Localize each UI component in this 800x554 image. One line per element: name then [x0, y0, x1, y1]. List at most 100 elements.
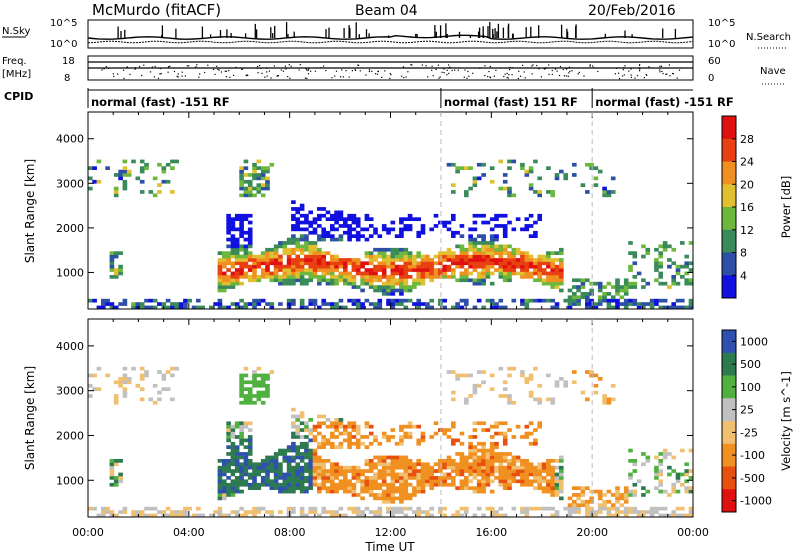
velocity-cell	[291, 476, 296, 480]
power-cell	[684, 271, 690, 276]
velocity-cell	[451, 421, 456, 426]
velocity-cell	[243, 472, 249, 477]
velocity-cell	[481, 482, 486, 487]
velocity-cell	[364, 486, 370, 491]
velocity-cell	[546, 462, 551, 467]
power-cell	[377, 275, 383, 279]
velocity-cell	[256, 383, 262, 388]
power-cell	[265, 271, 270, 276]
velocity-cell	[464, 459, 469, 463]
velocity-cell	[139, 377, 145, 381]
velocity-cell	[559, 489, 564, 494]
velocity-cell	[481, 465, 486, 470]
power-cell	[593, 302, 599, 306]
power-cell	[623, 302, 629, 306]
power-cell	[498, 186, 504, 191]
power-cell	[476, 264, 482, 269]
velocity-cell	[265, 377, 270, 381]
velocity-cell	[338, 513, 344, 518]
colorbar-tick-label: 4	[740, 269, 747, 282]
velocity-cell	[429, 469, 435, 473]
velocity-cell	[606, 397, 612, 402]
velocity-cell	[278, 482, 283, 487]
velocity-cell	[459, 469, 465, 473]
velocity-cell	[502, 486, 508, 491]
power-cell	[170, 190, 175, 194]
velocity-cell	[494, 513, 499, 518]
power-cell	[455, 230, 460, 235]
power-cell	[533, 258, 538, 262]
velocity-cell	[438, 428, 443, 432]
velocity-cell	[226, 431, 231, 436]
velocity-cell	[425, 513, 430, 518]
velocity-cell	[597, 489, 603, 494]
power-cell	[572, 162, 577, 167]
velocity-cell	[442, 431, 448, 436]
power-cell	[317, 268, 322, 272]
power-cell	[347, 298, 352, 303]
velocity-cell	[489, 455, 495, 460]
velocity-cell	[615, 510, 620, 514]
velocity-cell	[597, 493, 603, 497]
power-cell	[88, 166, 93, 170]
power-cell	[247, 190, 253, 194]
power-cell	[472, 237, 478, 242]
power-cell	[554, 271, 560, 276]
velocity-cell	[546, 373, 551, 378]
power-cell	[226, 254, 231, 259]
nave-dot	[624, 65, 626, 67]
power-cell	[338, 258, 344, 262]
power-cell	[317, 224, 322, 228]
power-cell	[256, 298, 262, 303]
velocity-cell	[355, 465, 361, 470]
velocity-cell	[602, 397, 607, 402]
velocity-cell	[321, 472, 327, 477]
power-cell	[528, 183, 534, 187]
velocity-cell	[524, 482, 530, 487]
power-cell	[455, 264, 460, 269]
power-cell	[528, 169, 534, 174]
nave-dot	[270, 77, 272, 79]
velocity-cell	[347, 441, 352, 446]
power-cell	[260, 275, 266, 279]
velocity-cell	[334, 469, 339, 473]
power-cell	[602, 190, 607, 194]
velocity-cell	[433, 476, 439, 480]
velocity-cell	[178, 510, 184, 514]
velocity-cell	[373, 435, 378, 439]
power-cell	[485, 271, 491, 276]
power-cell	[364, 298, 370, 303]
power-cell	[265, 169, 270, 174]
velocity-cell	[122, 506, 128, 511]
velocity-cell	[222, 489, 227, 494]
power-cell	[351, 213, 357, 218]
velocity-cell	[524, 377, 530, 381]
velocity-cell	[299, 513, 305, 518]
nave-dot	[589, 65, 591, 67]
power-cell	[485, 244, 491, 249]
nave-dot	[112, 73, 114, 75]
power-cell	[546, 251, 551, 255]
power-cell	[278, 281, 283, 286]
power-cell	[139, 159, 145, 164]
velocity-cell	[628, 448, 633, 453]
velocity-cell	[511, 465, 517, 470]
velocity-cell	[355, 424, 361, 429]
nave-dot	[355, 69, 357, 71]
power-cell	[308, 258, 314, 262]
velocity-cell	[330, 424, 335, 429]
velocity-cell	[632, 462, 638, 467]
nave-dot	[357, 64, 359, 66]
velocity-cell	[299, 455, 305, 460]
power-cell	[373, 285, 378, 289]
velocity-cell	[416, 462, 422, 467]
velocity-cell	[420, 472, 426, 477]
velocity-cell	[386, 496, 391, 501]
velocity-cell	[226, 493, 231, 497]
power-cell	[684, 305, 690, 310]
power-cell	[511, 258, 517, 262]
velocity-cell	[671, 510, 677, 514]
velocity-cell	[165, 370, 171, 374]
power-cell	[368, 268, 374, 272]
velocity-cell	[286, 482, 292, 487]
